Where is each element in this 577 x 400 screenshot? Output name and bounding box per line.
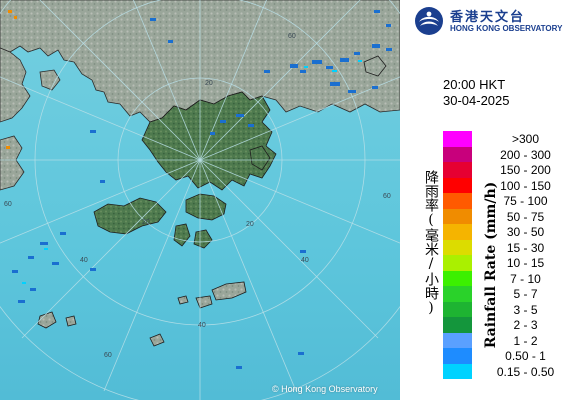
legend-row: 75 - 100 (443, 193, 575, 209)
legend-range-label: 0.50 - 1 (505, 349, 546, 363)
island-north-east (363, 55, 387, 77)
legend-row: 150 - 200 (443, 162, 575, 178)
legend-row: 1 - 2 (443, 332, 575, 348)
ring-label: 20 (246, 221, 254, 228)
legend-swatch (443, 239, 472, 255)
rain-echoes (12, 10, 392, 369)
ring-label: 60 (104, 352, 112, 359)
island-south-6 (177, 295, 189, 305)
west-land (0, 47, 31, 123)
island-south-4 (65, 315, 77, 327)
legend-row: 100 - 150 (443, 177, 575, 193)
ring-label: 40 (80, 257, 88, 264)
observation-time: 20:00 HKT (443, 77, 506, 92)
legend-range-label: 200 - 300 (500, 147, 551, 162)
logo-chinese-name: 香港天文台 (450, 9, 526, 24)
legend-range-label: 7 - 10 (510, 271, 541, 286)
legend-swatch (443, 146, 472, 162)
copyright-text: © Hong Kong Observatory (272, 384, 378, 394)
legend-range-label: 15 - 30 (506, 240, 545, 255)
radar-map-svg: 20 40 60 60 40 20 20 40 60 40 60 (0, 0, 400, 400)
legend-row: 3 - 5 (443, 301, 575, 317)
ring-label: 20 (142, 219, 150, 226)
pearl-river-islet (39, 69, 61, 91)
legend-row: 10 - 15 (443, 255, 575, 271)
legend-range-label: 150 - 200 (500, 163, 551, 177)
legend-swatch (443, 270, 472, 286)
ring-label: 60 (4, 201, 12, 208)
radar-map: 20 40 60 60 40 20 20 40 60 40 60 (0, 0, 400, 400)
sai-kung-east (249, 145, 271, 171)
legend-row: 0.50 - 1 (443, 348, 575, 364)
legend-swatch (443, 348, 472, 364)
legend-row: 200 - 300 (443, 146, 575, 162)
legend-row: 2 - 3 (443, 317, 575, 333)
hong-kong-island (185, 193, 227, 221)
legend-range-label: 100 - 150 (500, 178, 551, 193)
ring-label: 20 (205, 80, 213, 87)
legend-swatch (443, 224, 472, 240)
legend-row: 15 - 30 (443, 239, 575, 255)
legend-swatch (443, 332, 472, 348)
rainfall-legend: >300 200 - 300 150 - 200 100 - 150 75 - 100 5… (443, 131, 575, 379)
legend-panel: 香港天文台 HONG KONG OBSERVATORY 20:00 HKT 30… (400, 0, 577, 400)
legend-swatch (443, 286, 472, 302)
legend-range-label: 5 - 7 (513, 287, 538, 301)
legend-swatch (443, 131, 472, 147)
legend-row: 5 - 7 (443, 286, 575, 302)
ring-label: 40 (198, 322, 206, 329)
legend-swatch (443, 208, 472, 224)
lantau-island (93, 197, 167, 235)
legend-range-label: 0.15 - 0.50 (496, 364, 555, 379)
legend-swatch (443, 255, 472, 271)
legend-range-label: 50 - 75 (506, 209, 545, 224)
legend-row: 7 - 10 (443, 270, 575, 286)
logo-english-name: HONG KONG OBSERVATORY (450, 24, 563, 33)
ring-labels: 20 40 60 60 40 20 20 40 60 40 60 (4, 33, 391, 359)
ring-label: 60 (288, 33, 296, 40)
legend-row: 0.15 - 0.50 (443, 363, 575, 379)
legend-range-label: 10 - 15 (506, 256, 545, 270)
legend-swatch (443, 301, 472, 317)
legend-row: >300 (443, 131, 575, 147)
island-south-5 (149, 333, 165, 347)
legend-range-label: 2 - 3 (513, 318, 538, 332)
legend-swatch (443, 317, 472, 333)
legend-range-label: 30 - 50 (506, 225, 545, 239)
radial-lines (0, 0, 400, 400)
heavy-rain-cells (6, 10, 17, 149)
ring-label: 60 (383, 193, 391, 200)
legend-row: 30 - 50 (443, 224, 575, 240)
island-south-1 (211, 281, 247, 301)
legend-row: 50 - 75 (443, 208, 575, 224)
legend-range-label: 1 - 2 (513, 333, 538, 348)
light-rain (22, 60, 362, 284)
legend-title-chinese: 降雨率(毫米/小時) (423, 170, 439, 316)
legend-range-label: 75 - 100 (503, 194, 548, 208)
ring-label: 40 (301, 257, 309, 264)
observation-date: 30-04-2025 (443, 93, 510, 108)
legend-swatch (443, 177, 472, 193)
west-peninsula (0, 135, 25, 191)
legend-swatch (443, 363, 472, 379)
legend-range-label: >300 (511, 132, 540, 146)
legend-range-label: 3 - 5 (513, 302, 538, 317)
legend-swatch (443, 162, 472, 178)
hko-logo-icon (415, 7, 443, 35)
island-south-3 (37, 311, 57, 329)
legend-swatch (443, 193, 472, 209)
